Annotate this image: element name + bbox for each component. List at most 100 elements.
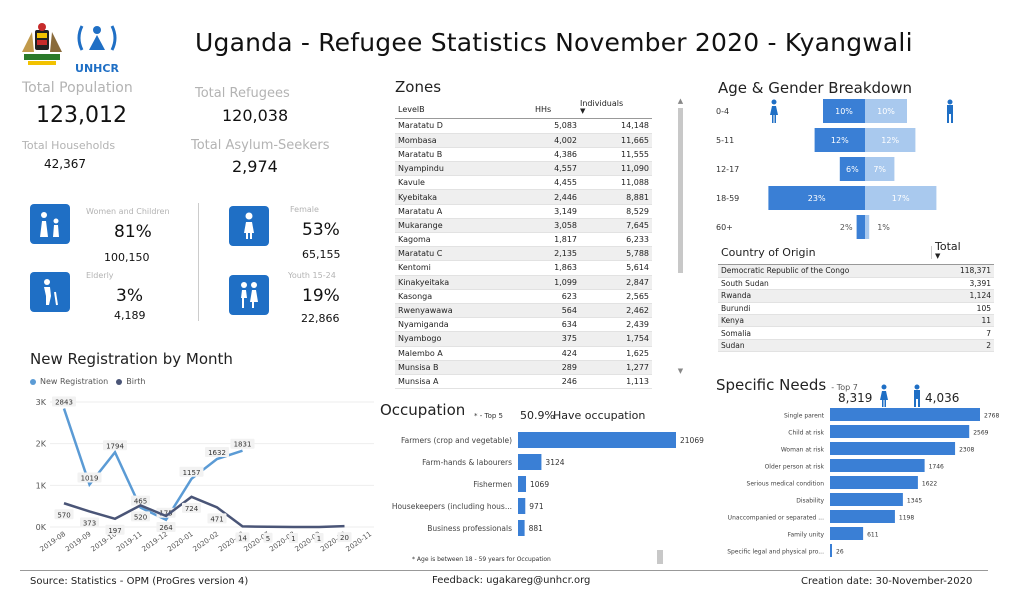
footer-source: Source: Statistics - OPM (ProGres versio… [30,576,249,587]
elderly-label: Elderly [86,271,114,280]
registration-x-tick: 2020-01 [166,530,195,553]
registration-data-label-bg [182,502,201,513]
registration-x-tick: 2019-08 [39,530,68,553]
origin-table-row[interactable]: Kenya 11 [718,314,994,328]
age-male-bar [856,215,865,239]
youth-icon [229,275,269,315]
zone-name-cell: Kentomi [395,260,535,276]
needs-bar [830,459,925,472]
total-population-label: Total Population [22,80,133,96]
zones-table-row[interactable]: Maratatu C 2,135 5,788 [395,246,652,262]
occupation-scroll-handle[interactable] [657,550,663,564]
zones-table-row[interactable]: Malembo A 424 1,625 [395,346,652,361]
registration-data-label-bg [77,472,102,483]
needs-male-icon [911,384,923,412]
legend-new-marker [30,378,36,385]
sort-desc-icon: ▼ [580,107,586,115]
needs-bar [830,425,970,438]
registration-data-label: 724 [185,505,199,513]
needs-category-label: Disability [796,498,824,505]
female-label: Female [290,205,319,214]
occupation-bar [518,454,542,470]
zones-table-row[interactable]: Munsisa B 289 1,277 [395,360,652,375]
needs-value-label: 1345 [907,498,922,505]
registration-data-label: 570 [57,511,70,519]
zones-header-levelb[interactable]: LevelB [398,105,425,114]
zone-individuals-cell: 1,625 [580,346,652,361]
zones-table-row[interactable]: Kinakyeitaka 1,099 2,847 [395,275,652,290]
registration-data-label: 264 [159,524,173,532]
scroll-up-icon[interactable]: ▲ [677,97,684,105]
specific-needs-title: Specific Needs [716,376,827,394]
zones-header-hhs[interactable]: HHs [535,105,552,114]
elderly-pct: 3% [116,286,143,306]
zones-table-row[interactable]: Maratatu D 5,083 14,148 [395,119,652,134]
registration-data-label-bg [103,440,127,451]
zones-scrollbar[interactable]: ▲ ▼ [677,97,684,379]
age-group-label: 5-11 [716,136,734,145]
occupation-have-label: Have occupation [553,409,646,422]
origin-table-row[interactable]: Rwanda 1,124 [718,289,994,303]
zones-table-row[interactable]: Nyamiganda 634 2,439 [395,317,652,333]
zones-title: Zones [395,78,442,96]
registration-data-label: 471 [210,515,223,523]
age-gender-chart: 0-4 10% 10% 5-11 12% 12% 12-17 6% 7% 18-59 23% 17% 6… [716,99,953,239]
zones-table-row[interactable]: Kyebitaka 2,446 8,881 [395,189,652,205]
age-male-bar [814,128,865,152]
needs-female-total: 8,319 [838,391,873,405]
needs-category-label: Specific legal and physical pro... [727,549,824,556]
elderly-count: 4,189 [114,309,146,322]
origin-table-row[interactable]: South Sudan 3,391 [718,277,994,291]
zones-table-row[interactable]: Kavule 4,455 11,088 [395,175,652,191]
zones-table-row[interactable]: Rwenyawawa 564 2,462 [395,303,652,319]
age-male-bar [823,99,865,123]
origin-country-cell: Sudan [718,339,935,353]
zone-name-cell: Rwenyawawa [395,303,535,319]
occupation-value-label: 971 [529,502,544,511]
origin-table-row[interactable]: Democratic Republic of the Congo 118,371 [718,265,994,278]
zone-name-cell: Munsisa B [395,360,535,375]
needs-bar [830,476,918,489]
zones-header-individuals[interactable]: Individuals ▼ [580,99,652,115]
scroll-down-icon[interactable]: ▼ [677,367,684,375]
origin-total-cell: 118,371 [934,265,994,278]
occupation-title: Occupation [380,401,466,419]
registration-data-label: 1632 [208,449,226,457]
footer-feedback[interactable]: Feedback: ugakareg@unhcr.org [432,575,591,586]
age-gender-title: Age & Gender Breakdown [718,79,912,97]
scroll-thumb[interactable] [678,108,683,273]
zone-name-cell: Nyampindu [395,161,535,177]
zones-table-row[interactable]: Kagoma 1,817 6,233 [395,232,652,248]
zone-individuals-cell: 2,439 [580,317,652,333]
zone-hhs-cell: 1,817 [535,232,580,248]
zones-table-row[interactable]: Munsisa A 246 1,113 [395,374,652,390]
origin-table-container: Country of Origin Total ▼ Democratic Rep… [718,239,994,353]
zones-table-row[interactable]: Mukarange 3,058 7,645 [395,218,652,234]
unhcr-logo: UNHCR [72,20,122,75]
women-children-count: 100,150 [104,251,150,264]
registration-series-line [63,495,345,529]
zones-table-row[interactable]: Kasonga 623 2,565 [395,289,652,304]
needs-male-total: 4,036 [925,391,960,405]
zones-table-row[interactable]: Maratatu B 4,386 11,555 [395,147,652,163]
occupation-have-pct: 50.9% [520,409,555,422]
registration-data-label: 1019 [81,475,99,483]
registration-data-label-bg [54,509,74,520]
zone-hhs-cell: 4,386 [535,147,580,163]
zones-table-row[interactable]: Kentomi 1,863 5,614 [395,260,652,276]
occupation-value-label: 1069 [530,480,549,489]
zones-table-row[interactable]: Mombasa 4,002 11,665 [395,133,652,148]
origin-header-total[interactable]: Total ▼ [932,240,992,260]
origin-table-row[interactable]: Burundi 105 [718,302,994,316]
origin-total-cell: 105 [934,302,994,316]
origin-table-row[interactable]: Somalia 7 [718,326,994,340]
registration-x-tick: 2019-12 [141,530,170,553]
age-female-pct: 1% [877,223,890,232]
origin-header-country[interactable]: Country of Origin [718,246,932,259]
zones-table-row[interactable]: Maratatu A 3,149 8,529 [395,204,652,219]
female-pct: 53% [302,220,340,240]
elderly-icon [30,272,70,312]
origin-table-row[interactable]: Sudan 2 [718,339,994,353]
zones-table-row[interactable]: Nyampindu 4,557 11,090 [395,161,652,177]
zones-table-row[interactable]: Nyambogo 375 1,754 [395,331,652,347]
